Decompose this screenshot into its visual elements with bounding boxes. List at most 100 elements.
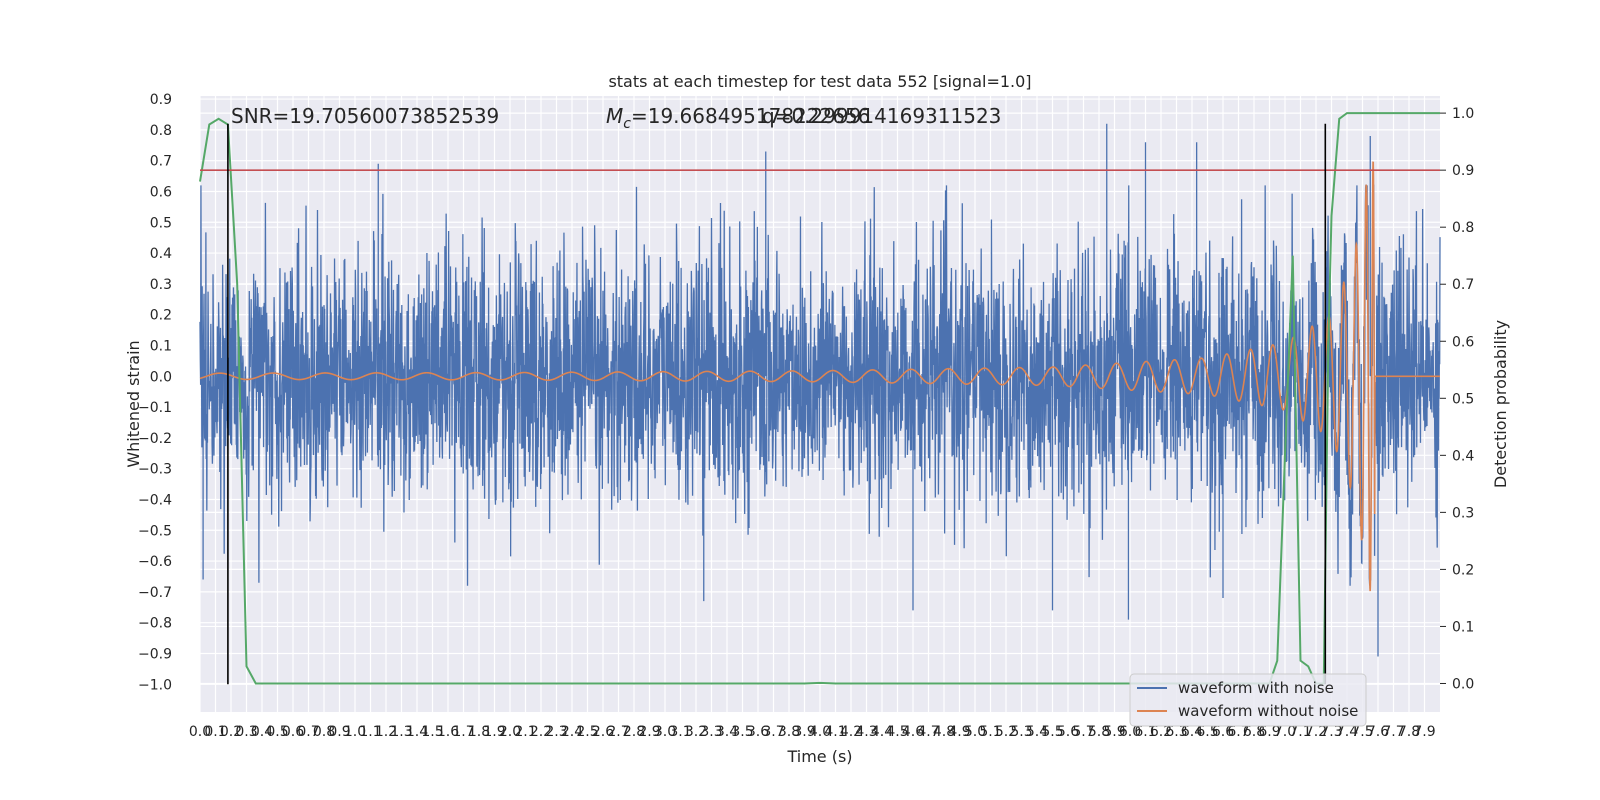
- x-tick-label: 2.4: [561, 724, 583, 740]
- x-tick-label: 2.6: [592, 724, 614, 740]
- x-tick-label: 3.3: [700, 724, 722, 740]
- x-tick-label: 1.0: [344, 724, 366, 740]
- y-right-tick-label: 0.7: [1452, 277, 1474, 293]
- y-tick-label: 0.6: [150, 184, 172, 200]
- x-tick-label: 7.7: [1382, 724, 1404, 740]
- chirp-line: [199, 161, 1440, 592]
- x-tick-label: 2.9: [638, 724, 660, 740]
- x-tick-label: 6.6: [1212, 724, 1234, 740]
- x-tick-label: 6.5: [1196, 724, 1218, 740]
- x-tick-label: 3.6: [747, 724, 769, 740]
- legend: waveform with noise waveform without noi…: [1129, 673, 1367, 727]
- x-tick-label: 0.3: [235, 724, 257, 740]
- y-tick-label: −0.5: [138, 523, 172, 539]
- x-tick-label: 1.8: [468, 724, 490, 740]
- y-tick-label: −0.3: [138, 462, 172, 478]
- x-tick-label: 0.5: [266, 724, 288, 740]
- x-tick-label: 0.4: [251, 724, 273, 740]
- x-tick-label: 4.5: [886, 724, 908, 740]
- y-right-tick-label: 0.8: [1452, 220, 1474, 236]
- x-tick-label: 4.3: [855, 724, 877, 740]
- y-right-tick-label: 0.9: [1452, 163, 1474, 179]
- series-waveform-without-noise: [199, 161, 1440, 592]
- x-tick-label: 2.7: [607, 724, 629, 740]
- q-annotation: q=0.299914169311523: [762, 104, 1001, 128]
- x-tick-label: 7.3: [1320, 724, 1342, 740]
- x-tick-label: 6.3: [1165, 724, 1187, 740]
- noise-line: [199, 123, 1441, 657]
- x-tick-label: 6.0: [1119, 724, 1141, 740]
- x-tick-label: 0.9: [328, 724, 350, 740]
- x-tick-label: 1.9: [483, 724, 505, 740]
- x-tick-label: 0.0: [189, 724, 211, 740]
- x-tick-label: 4.4: [871, 724, 893, 740]
- x-tick-label: 1.7: [452, 724, 474, 740]
- y-right-tick-label: 0.1: [1452, 619, 1474, 635]
- x-tick-label: 3.9: [793, 724, 815, 740]
- y-tick-label: 0.7: [150, 154, 172, 170]
- x-tick-label: 4.6: [902, 724, 924, 740]
- x-tick-label: 1.4: [406, 724, 428, 740]
- x-tick-label: 3.1: [669, 724, 691, 740]
- x-tick-labels: 0.00.10.20.30.40.50.60.70.80.91.01.11.21…: [189, 724, 1436, 740]
- x-tick-label: 5.4: [1026, 724, 1048, 740]
- x-tick-label: 1.3: [390, 724, 412, 740]
- y-tick-label: −1.0: [138, 677, 172, 693]
- x-tick-label: 7.8: [1398, 724, 1420, 740]
- x-tick-label: 6.2: [1150, 724, 1172, 740]
- x-tick-label: 0.7: [297, 724, 319, 740]
- x-tick-label: 0.6: [282, 724, 304, 740]
- x-tick-label: 2.1: [514, 724, 536, 740]
- y-tick-label: −0.8: [138, 616, 172, 632]
- x-tick-label: 7.9: [1413, 724, 1435, 740]
- x-tick-label: 3.2: [685, 724, 707, 740]
- x-tick-label: 7.4: [1336, 724, 1358, 740]
- mc-symbol: M: [606, 104, 623, 128]
- y-axis-label: Whitened strain: [124, 340, 143, 467]
- y-right-tick-label: 0.0: [1452, 676, 1474, 692]
- x-tick-label: 7.1: [1289, 724, 1311, 740]
- legend-box: [1129, 673, 1367, 727]
- x-tick-label: 4.0: [809, 724, 831, 740]
- x-tick-label: 1.5: [421, 724, 443, 740]
- y-right-tick-label: 0.4: [1452, 448, 1474, 464]
- y-tick-label: 0.2: [150, 308, 172, 324]
- y-tick-label: 0.4: [150, 246, 172, 262]
- y-tick-label: −0.7: [138, 585, 172, 601]
- x-tick-label: 5.0: [964, 724, 986, 740]
- x-tick-label: 5.8: [1088, 724, 1110, 740]
- y-right-tick-label: 0.2: [1452, 562, 1474, 578]
- y-tick-label: 0.3: [150, 277, 172, 293]
- x-tick-label: 6.4: [1181, 724, 1203, 740]
- x-tick-label: 4.8: [933, 724, 955, 740]
- mc-annotation: Mc=19.668495178222656: [606, 104, 870, 132]
- y-tick-labels: −1.0 −0.9 −0.8 −0.7 −0.6 −0.5 −0.4 −0.3 −0.2 −0.1…: [138, 92, 172, 693]
- x-tick-label: 6.7: [1227, 724, 1249, 740]
- y-tick-label: −0.1: [138, 400, 172, 416]
- y-right-axis-label: Detection probability: [1491, 320, 1510, 488]
- x-tick-label: 4.7: [917, 724, 939, 740]
- x-tick-label: 7.0: [1274, 724, 1296, 740]
- y-right-tick-labels: 0.0 0.1 0.2 0.3 0.4 0.5 0.6 0.7 0.8 0.9 1.0: [1440, 106, 1474, 692]
- event-markers: [227, 123, 1327, 685]
- x-tick-label: 4.1: [824, 724, 846, 740]
- mc-subscript: c: [623, 116, 631, 132]
- x-tick-label: 5.6: [1057, 724, 1079, 740]
- y-tick-label: 0.5: [150, 215, 172, 231]
- x-tick-label: 5.5: [1041, 724, 1063, 740]
- y-tick-label: 0.8: [150, 123, 172, 139]
- mc-value: =19.668495178222656: [631, 104, 870, 128]
- x-tick-label: 7.6: [1367, 724, 1389, 740]
- chart-title: stats at each timestep for test data 552…: [608, 72, 1031, 91]
- x-tick-label: 5.2: [995, 724, 1017, 740]
- x-tick-label: 2.3: [545, 724, 567, 740]
- x-tick-label: 7.2: [1305, 724, 1327, 740]
- x-tick-label: 2.8: [623, 724, 645, 740]
- y-tick-label: −0.6: [138, 554, 172, 570]
- x-tick-label: 3.5: [731, 724, 753, 740]
- y-right-tick-label: 1.0: [1452, 106, 1474, 122]
- y-tick-label: −0.2: [138, 431, 172, 447]
- y-tick-label: 0.0: [150, 369, 172, 385]
- y-tick-label: 0.9: [150, 92, 172, 108]
